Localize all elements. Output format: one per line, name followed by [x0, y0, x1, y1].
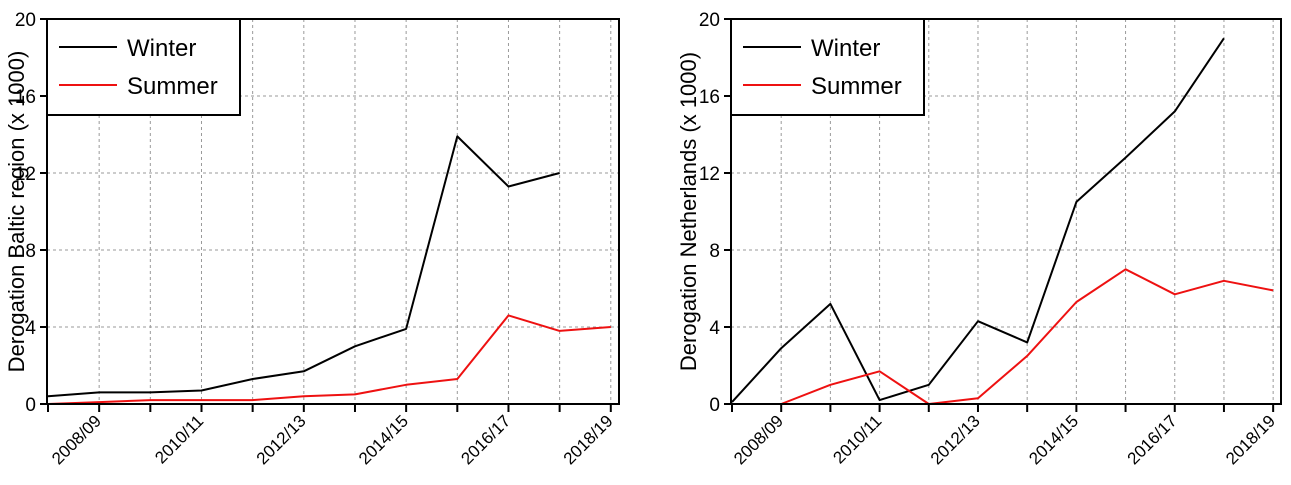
y-tick-label: 20 — [699, 10, 720, 31]
legend: Winter Summer — [47, 19, 240, 115]
y-tick-label: 12 — [699, 164, 720, 185]
y-axis-title: Derogation Netherlands (x 1000) — [676, 52, 701, 371]
x-tick-label: 2012/13 — [253, 411, 310, 468]
x-tick-label: 2018/19 — [560, 411, 617, 468]
y-tick-label: 4 — [709, 318, 720, 339]
x-tick-label: 2008/09 — [48, 411, 105, 468]
x-tick-label: 2014/15 — [1025, 411, 1082, 468]
x-tick-label: 2010/11 — [151, 411, 207, 467]
series-line-summer — [732, 269, 1273, 404]
y-tick-label: 8 — [709, 241, 720, 262]
y-tick-label: 0 — [25, 395, 36, 416]
legend-label-summer: Summer — [127, 73, 218, 100]
y-tick-label: 16 — [699, 87, 720, 108]
legend-label-summer: Summer — [811, 73, 902, 100]
y-tick-label: 0 — [709, 395, 720, 416]
legend-box — [731, 19, 924, 115]
x-tick-label: 2010/11 — [829, 411, 885, 467]
chart-panel-2: 0 4 8 12 16 20 2008/09 2010/11 2012/13 2014/15 201… — [676, 10, 1281, 468]
legend-label-winter: Winter — [127, 35, 196, 62]
y-axis-title: Derogation Baltic region (x 1000) — [4, 51, 29, 373]
x-tick-label: 2016/17 — [1124, 411, 1181, 468]
x-tick-label: 2016/17 — [457, 411, 514, 468]
x-tick-label: 2012/13 — [927, 411, 984, 468]
y-tick-label: 20 — [15, 10, 36, 31]
legend: Winter Summer — [731, 19, 924, 115]
x-tick-label: 2014/15 — [355, 411, 412, 468]
x-tick-label: 2018/19 — [1222, 411, 1279, 468]
legend-label-winter: Winter — [811, 35, 880, 62]
x-tick-label: 2008/09 — [730, 411, 787, 468]
legend-box — [47, 19, 240, 115]
